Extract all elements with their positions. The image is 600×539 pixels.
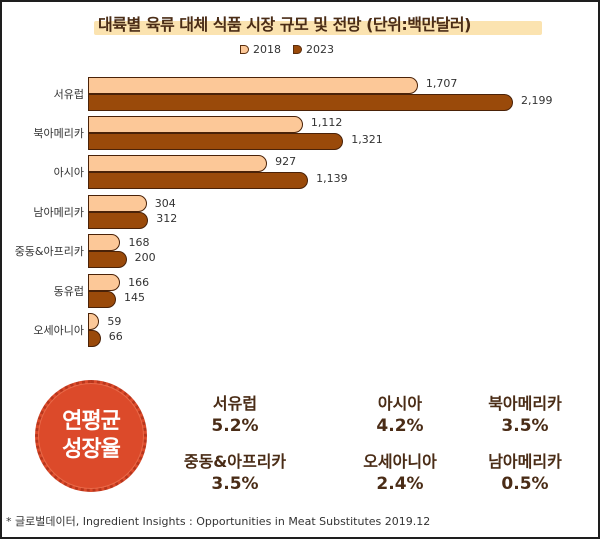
category-label: 중동&아프리카 (14, 245, 84, 258)
cagr-badge: 연평균 성장율 (35, 380, 147, 492)
value-label-2018: 1,707 (425, 77, 458, 90)
chart-title: 대륙별 육류 대체 식품 시장 규모 및 전망 (단위:백만달러) (94, 8, 542, 35)
value-label-2018: 1,112 (310, 116, 343, 129)
cagr-item-south-america: 남아메리카 0.5% (455, 451, 595, 495)
legend: 2018 2023 (240, 43, 340, 56)
value-label-2018: 166 (128, 276, 150, 289)
cagr-item-oceania: 오세아니아 2.4% (330, 451, 470, 495)
category-label: 아시아 (53, 166, 84, 179)
cagr-region: 오세아니아 (363, 452, 437, 471)
bar-2023 (88, 251, 127, 268)
bar-2018 (88, 274, 121, 291)
bar-group: 남아메리카 304 312 (0, 194, 600, 230)
bar-group: 동유럽 166 145 (0, 273, 600, 309)
legend-label-2018: 2018 (253, 43, 281, 56)
bar-2023 (88, 172, 309, 189)
value-label-2018: 168 (128, 236, 150, 249)
cagr-rate: 0.5% (501, 474, 549, 494)
bar-group: 오세아니아 59 66 (0, 312, 600, 348)
cagr-rate: 3.5% (211, 474, 259, 494)
bar-chart: 서유럽 1,707 2,199 북아메리카 1,112 1,321 아시아 927 1,139 남… (0, 70, 600, 360)
bar-2018 (88, 77, 418, 94)
legend-swatch-2023 (293, 45, 302, 54)
bar-2023 (88, 330, 101, 347)
bar-2018 (88, 116, 303, 133)
value-label-2023: 1,321 (351, 133, 383, 146)
cagr-item-north-america: 북아메리카 3.5% (455, 393, 595, 437)
value-label-2023: 2,199 (521, 94, 553, 107)
cagr-rate: 4.2% (376, 416, 424, 436)
bar-2023 (88, 94, 513, 111)
category-label: 남아메리카 (33, 206, 84, 219)
legend-label-2023: 2023 (306, 43, 334, 56)
title-text: 대륙별 육류 대체 식품 시장 규모 및 전망 (단위:백만달러) (98, 15, 471, 34)
cagr-rate: 3.5% (501, 416, 549, 436)
bar-group: 아시아 927 1,139 (0, 154, 600, 190)
bar-2018 (88, 195, 147, 212)
category-label: 오세아니아 (33, 324, 84, 337)
category-label: 서유럽 (53, 88, 84, 101)
bar-group: 북아메리카 1,112 1,321 (0, 115, 600, 151)
value-label-2018: 59 (107, 315, 122, 328)
legend-2018: 2018 (240, 43, 281, 56)
cagr-region: 중동&아프리카 (183, 452, 287, 471)
value-label-2018: 304 (154, 197, 176, 210)
value-label-2023: 145 (124, 291, 146, 304)
value-label-2018: 927 (275, 155, 297, 168)
cagr-item-west-europe: 서유럽 5.2% (165, 393, 305, 437)
bar-2018 (88, 313, 100, 330)
badge-line-2: 성장율 (62, 437, 121, 462)
cagr-region: 아시아 (377, 394, 423, 413)
bar-group: 중동&아프리카 168 200 (0, 233, 600, 269)
bar-2018 (88, 155, 268, 172)
category-label: 동유럽 (53, 285, 84, 298)
legend-2023: 2023 (293, 43, 334, 56)
value-label-2023: 200 (134, 251, 156, 264)
cagr-item-mideast-africa: 중동&아프리카 3.5% (165, 451, 305, 495)
category-label: 북아메리카 (33, 127, 84, 140)
legend-swatch-2018 (240, 45, 249, 54)
bar-2023 (88, 212, 149, 229)
cagr-item-asia: 아시아 4.2% (330, 393, 470, 437)
bar-group: 서유럽 1,707 2,199 (0, 76, 600, 112)
badge-line-1: 연평균 (62, 409, 121, 434)
cagr-region: 서유럽 (212, 394, 258, 413)
cagr-rate: 5.2% (211, 416, 259, 436)
cagr-region: 북아메리카 (488, 394, 562, 413)
value-label-2023: 1,139 (316, 172, 348, 185)
cagr-rate: 2.4% (376, 474, 424, 494)
source-note: * 글로벌데이터, Ingredient Insights : Opportun… (6, 515, 431, 528)
value-label-2023: 66 (108, 330, 123, 343)
value-label-2023: 312 (156, 212, 178, 225)
cagr-region: 남아메리카 (488, 452, 562, 471)
title-highlight (94, 21, 542, 35)
bar-2018 (88, 234, 121, 251)
bar-2023 (88, 133, 344, 150)
bar-2023 (88, 291, 117, 308)
